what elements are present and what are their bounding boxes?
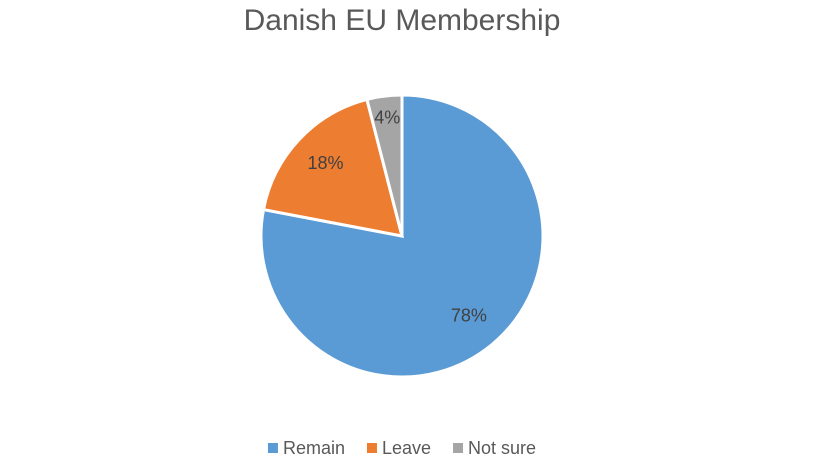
pie-slice xyxy=(365,93,404,237)
data-label: 78% xyxy=(451,306,487,326)
data-label: 4% xyxy=(374,108,400,128)
legend-swatch xyxy=(366,443,377,453)
legend: Remain Leave Not sure xyxy=(267,438,536,458)
legend-swatch xyxy=(453,443,464,453)
pie-slice xyxy=(261,97,405,238)
data-label: 18% xyxy=(307,153,343,173)
legend-label: Remain xyxy=(283,438,345,458)
legend-swatch xyxy=(267,443,278,453)
chart-title: Danish EU Membership xyxy=(244,4,561,37)
legend-label: Not sure xyxy=(468,438,536,458)
legend-label: Leave xyxy=(382,438,431,458)
